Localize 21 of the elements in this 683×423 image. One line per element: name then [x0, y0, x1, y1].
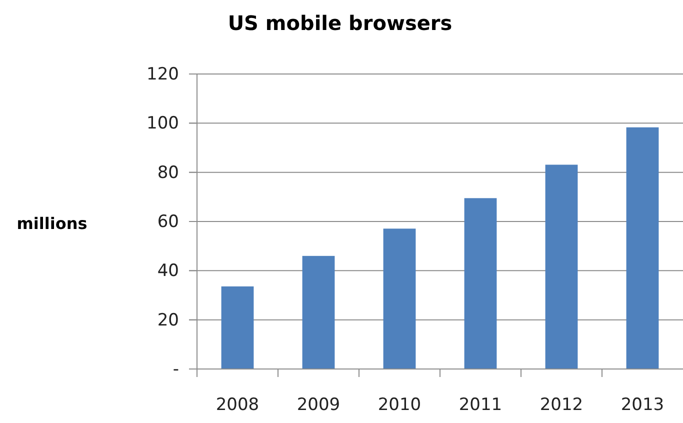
y-tick-label: 100 — [146, 114, 179, 134]
x-tick-label: 2009 — [296, 395, 340, 415]
bar — [221, 286, 254, 369]
y-axis-title: millions — [16, 214, 88, 233]
bar — [626, 127, 659, 369]
x-tick-label: 2008 — [216, 395, 260, 415]
x-tick-label: 2012 — [540, 395, 584, 415]
y-tick-label: - — [172, 359, 179, 380]
y-tick-label: 20 — [157, 310, 179, 330]
y-tick-label: 40 — [157, 261, 179, 282]
x-tick-label: 2010 — [378, 395, 422, 415]
bar — [464, 198, 497, 369]
bar — [545, 164, 578, 369]
y-tick-label: 120 — [146, 64, 179, 84]
bar — [383, 228, 416, 369]
y-tick-label: 60 — [157, 212, 179, 232]
chart-title: US mobile browsers — [228, 11, 452, 35]
y-tick-label: 80 — [157, 162, 179, 183]
x-tick-label: 2011 — [458, 395, 502, 415]
bar — [302, 256, 335, 369]
x-tick-label: 2013 — [620, 395, 664, 415]
